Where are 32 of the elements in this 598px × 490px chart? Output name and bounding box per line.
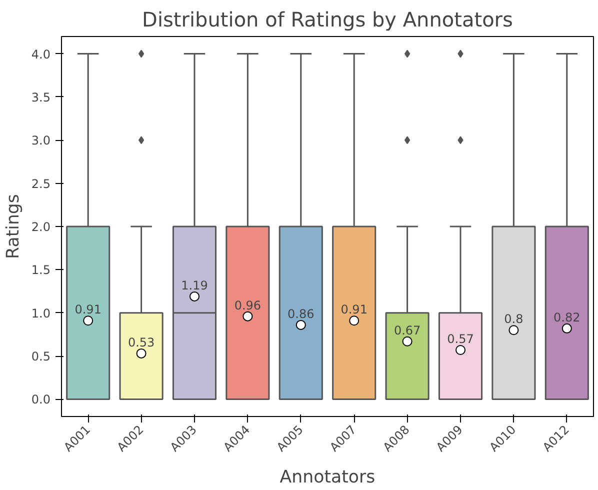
point [296,320,306,330]
data-label: 1.19 [181,278,208,292]
point [349,316,360,326]
point [508,325,519,336]
y-tick-label: 0.5 [31,350,51,364]
y-tick-label: 2.0 [31,220,51,234]
x-axis-title: Annotators [280,467,376,488]
data-label: 0.53 [128,335,155,350]
y-tick-label: 4.0 [31,47,51,62]
y-tick-label: 3.5 [31,90,51,104]
y-tick-label: 1.5 [31,263,51,278]
data-label: 0.86 [288,306,314,321]
point [456,345,466,355]
point [562,323,572,334]
data-label: 0.67 [394,323,421,338]
y-axis-title: Ratings [3,194,24,259]
data-label: 0.91 [74,302,102,317]
chart-title: Distribution of Ratings by Annotators [142,8,513,32]
data-label: 0.57 [447,332,474,346]
point [190,291,200,302]
point [136,348,146,358]
data-label: 0.8 [504,312,524,326]
y-tick-label: 1.0 [31,306,51,320]
point [83,316,94,326]
data-label: 0.91 [340,302,368,317]
point [402,336,412,346]
y-tick-label: 2.5 [31,176,51,191]
data-label: 0.96 [234,298,262,312]
data-label: 0.82 [554,310,580,324]
y-tick-label: 0.0 [31,392,51,407]
y-tick-label: 3.0 [31,134,51,148]
point [242,311,253,322]
